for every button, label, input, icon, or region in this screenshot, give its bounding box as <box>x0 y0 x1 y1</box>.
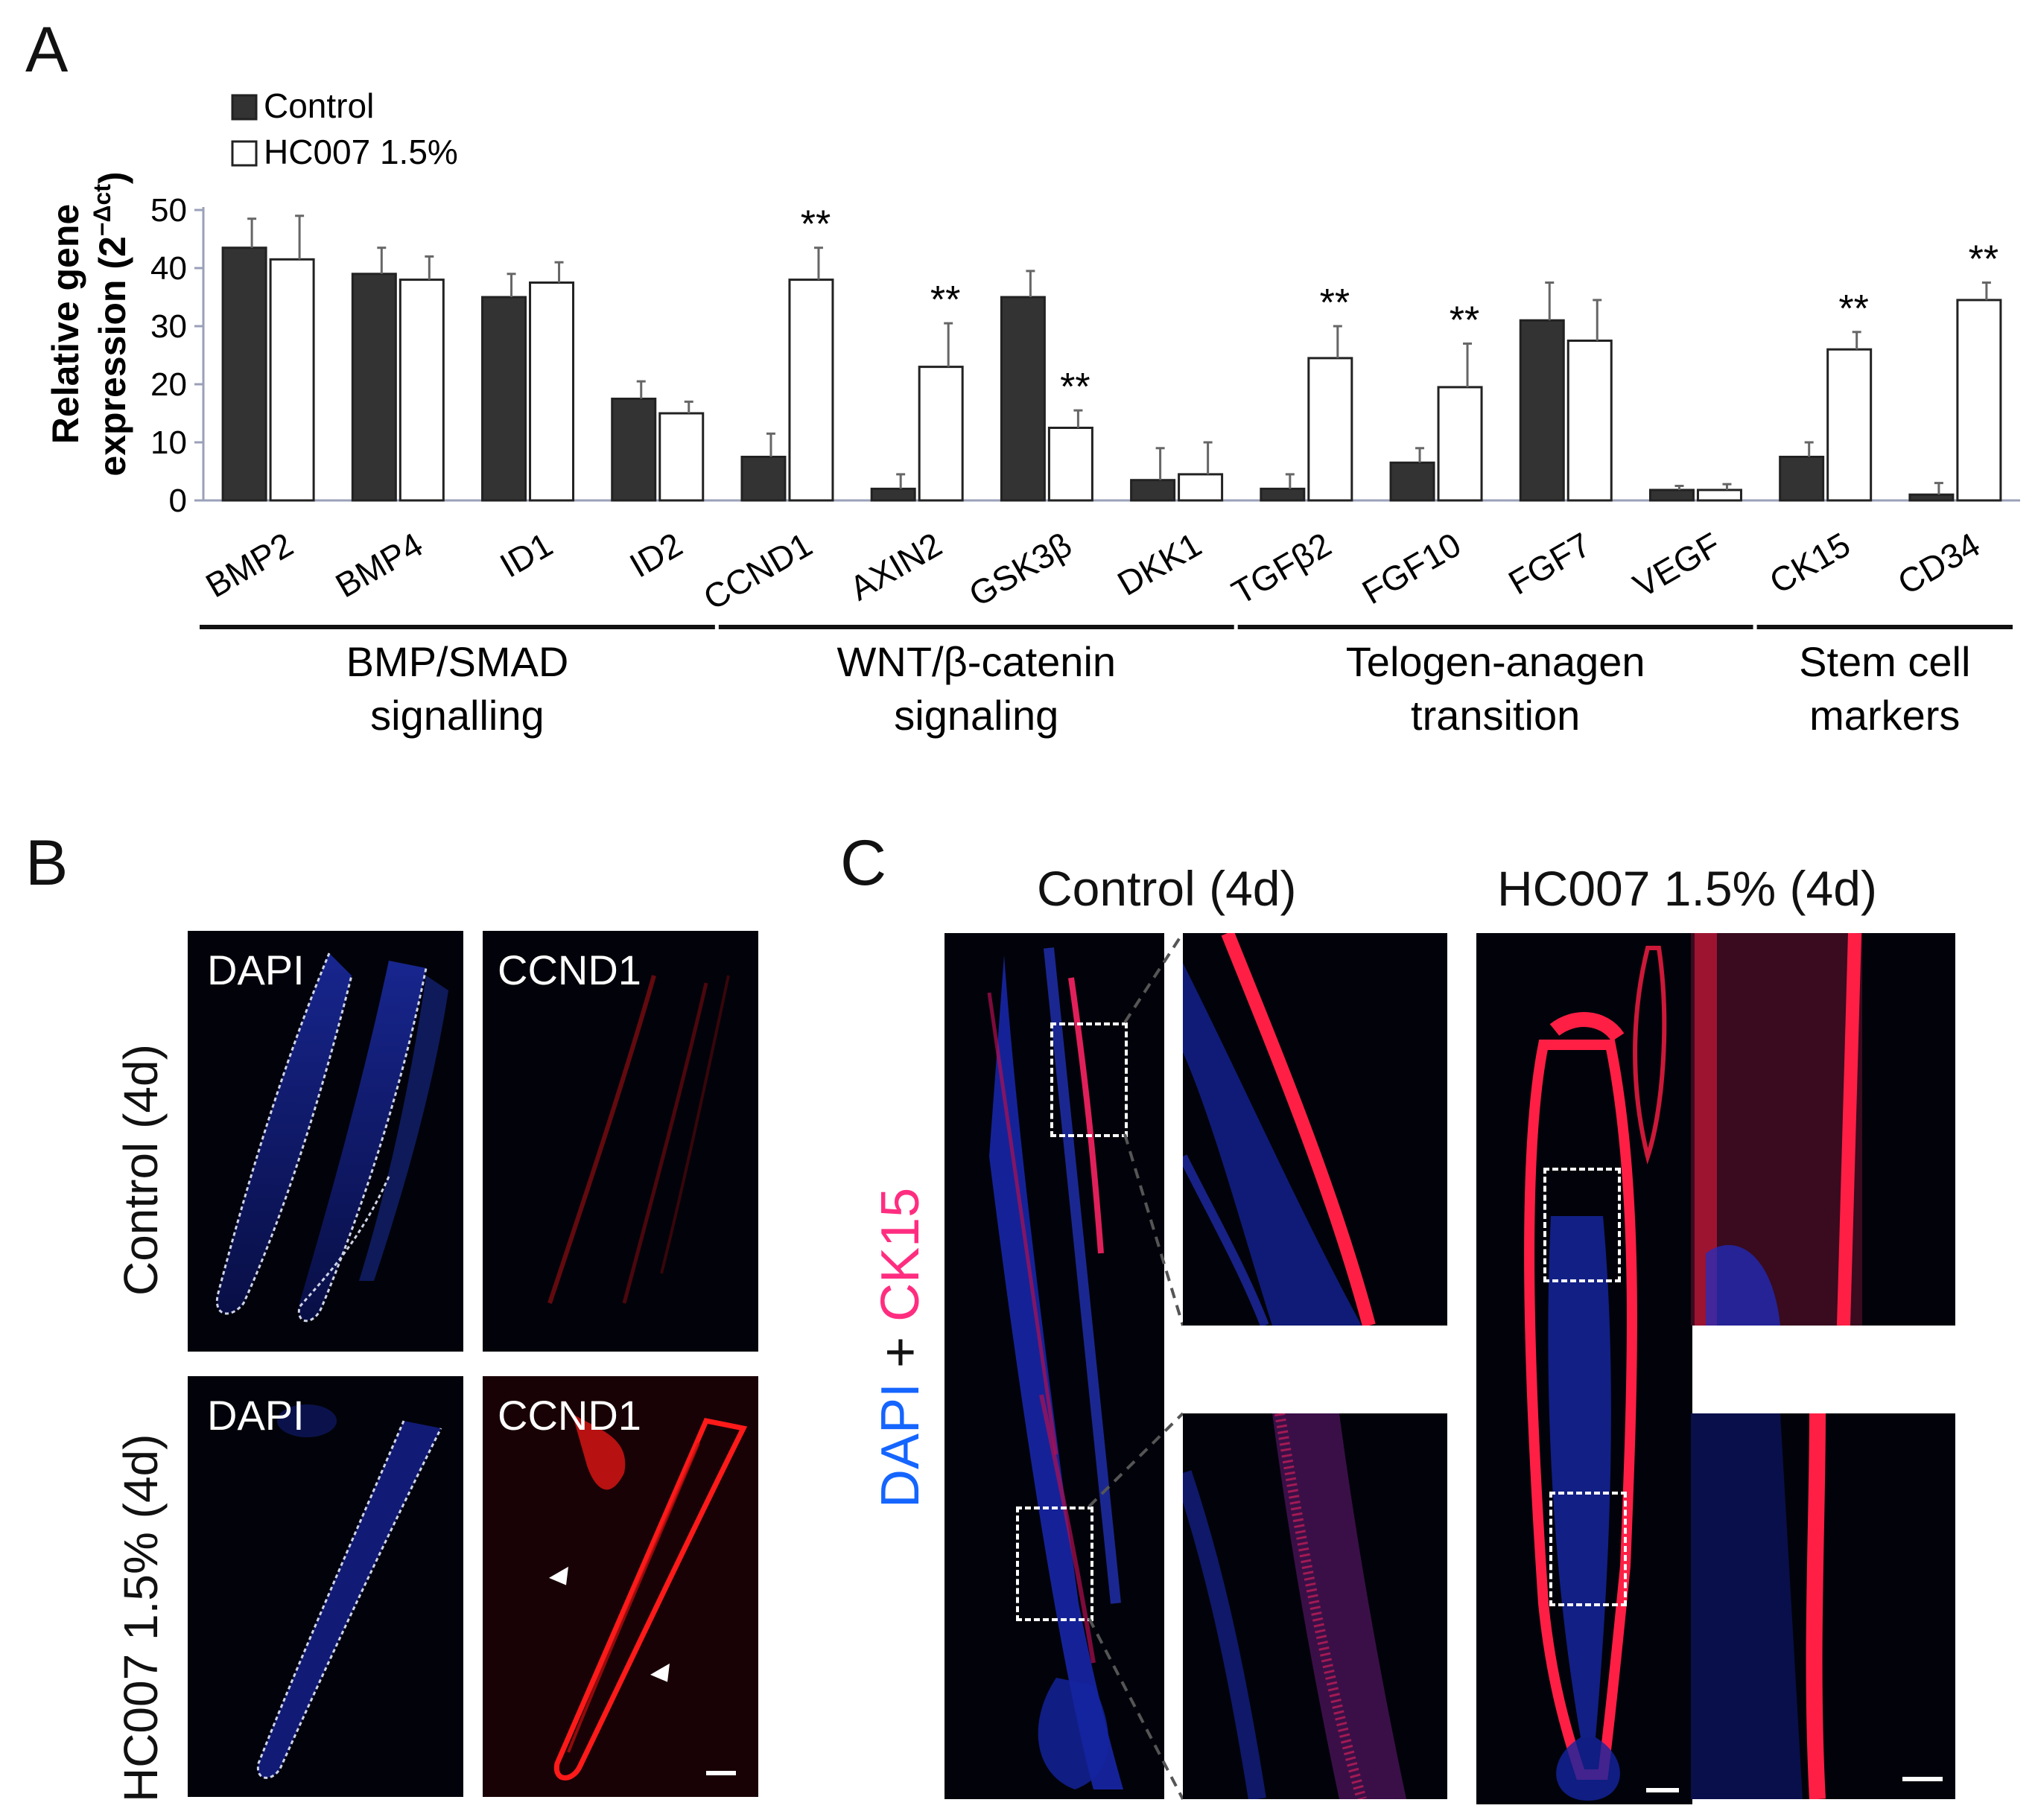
bar-control-6 <box>1000 296 1046 502</box>
y-tick-label: 10 <box>150 424 187 461</box>
micro-c-hc007-main <box>1476 933 1692 1804</box>
significance-marker: ** <box>1450 299 1479 342</box>
bar-control-10 <box>1519 319 1565 502</box>
group-label-line2: signaling <box>894 692 1058 739</box>
bar-hc007-4 <box>788 279 834 502</box>
panel-letter-b: B <box>25 827 69 899</box>
legend-swatch-hc007 <box>231 140 258 167</box>
group-label-line2: signalling <box>370 692 545 739</box>
bar-hc007-8 <box>1307 357 1353 502</box>
group-label-line1: Stem cell <box>1799 638 1970 685</box>
micro-hc007-ccnd1: CCND1 <box>483 1376 758 1797</box>
micro-c-hc007-zoom-top <box>1691 933 1955 1326</box>
bar-hc007-0 <box>269 258 315 502</box>
y-axis-label-line2: expression (2−Δct) <box>89 171 133 476</box>
micro-label-dapi: DAPI <box>207 946 305 993</box>
bar-control-1 <box>351 273 397 502</box>
bar-hc007-9 <box>1437 386 1483 502</box>
bar-control-8 <box>1260 487 1306 502</box>
group-label-line1: BMP/SMAD <box>346 638 569 685</box>
bar-hc007-2 <box>529 281 575 502</box>
significance-marker: ** <box>1060 366 1090 409</box>
panel-c-title-hc007: HC007 1.5% (4d) <box>1497 861 1877 916</box>
panel-letter-c: C <box>840 827 887 899</box>
y-tick-label: 50 <box>150 192 187 229</box>
bar-control-4 <box>740 456 787 502</box>
bar-control-7 <box>1130 479 1176 502</box>
zoom-box-hc007-top <box>1543 1168 1621 1282</box>
scale-bar-c-right <box>1902 1777 1943 1781</box>
bar-control-3 <box>611 398 657 502</box>
y-tick-label: 30 <box>150 308 187 345</box>
bar-control-11 <box>1648 489 1695 502</box>
y-tick-label: 40 <box>150 250 187 287</box>
micro-c-control-zoom-bottom <box>1183 1413 1447 1799</box>
bar-control-5 <box>870 487 916 502</box>
scale-bar-c-left <box>1646 1788 1679 1792</box>
bar-control-13 <box>1908 493 1955 502</box>
group-label-line2: markers <box>1809 692 1960 739</box>
micro-control-ccnd1: CCND1 <box>483 931 758 1352</box>
micro-hc007-dapi: DAPI <box>188 1376 463 1797</box>
bar-hc007-11 <box>1696 489 1742 502</box>
bar-control-0 <box>221 246 267 502</box>
legend-label-hc007: HC007 1.5% <box>264 133 458 171</box>
micro-c-control-main <box>945 933 1164 1799</box>
y-tick-label: 0 <box>169 483 187 519</box>
significance-marker: ** <box>1838 287 1868 331</box>
bar-hc007-3 <box>658 412 705 502</box>
panel-letter-a: A <box>25 14 69 86</box>
panel-c-title-control: Control (4d) <box>1037 861 1297 916</box>
significance-marker: ** <box>801 203 831 246</box>
y-axis-label-line1: Relative gene <box>45 204 86 444</box>
bar-hc007-7 <box>1178 473 1224 502</box>
significance-marker: ** <box>1320 281 1350 325</box>
bar-hc007-5 <box>918 366 964 502</box>
micro-c-hc007-zoom-bottom <box>1691 1413 1955 1799</box>
group-label-line2: transition <box>1411 692 1580 739</box>
legend-label-control: Control <box>264 86 374 125</box>
micro-label-ccnd1-2: CCND1 <box>498 1392 641 1439</box>
bar-hc007-6 <box>1047 427 1093 502</box>
zoom-box-control-bottom <box>1016 1506 1093 1621</box>
micro-label-dapi-2: DAPI <box>207 1392 305 1439</box>
bar-control-9 <box>1389 461 1435 502</box>
zoom-box-hc007-bottom <box>1549 1492 1627 1606</box>
group-label-line1: WNT/β-catenin <box>837 638 1117 685</box>
bar-control-2 <box>481 296 527 502</box>
zoom-box-control-top <box>1050 1022 1128 1137</box>
significance-marker: ** <box>930 279 960 322</box>
bar-hc007-12 <box>1826 348 1873 502</box>
micro-control-dapi: DAPI <box>188 931 463 1352</box>
bar-hc007-1 <box>399 279 445 502</box>
micro-label-ccnd1: CCND1 <box>498 946 641 993</box>
group-label-line1: Telogen-anagen <box>1346 638 1645 685</box>
scale-bar-b <box>706 1771 736 1775</box>
bar-control-12 <box>1779 456 1825 502</box>
micro-c-control-zoom-top <box>1183 933 1447 1326</box>
bar-hc007-13 <box>1956 299 2002 502</box>
y-tick-label: 20 <box>150 366 187 403</box>
significance-marker: ** <box>1969 238 1999 281</box>
bar-hc007-10 <box>1566 340 1613 502</box>
legend-swatch-control <box>231 94 258 121</box>
